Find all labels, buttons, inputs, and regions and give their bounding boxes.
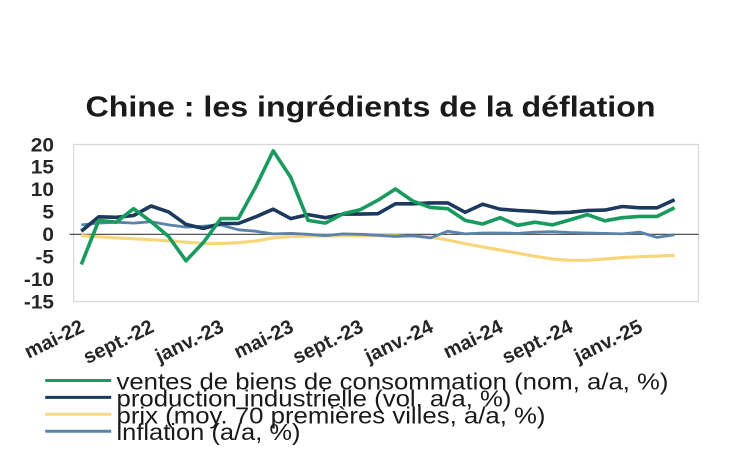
svg-text:-5: -5 xyxy=(36,247,55,268)
svg-text:ventes de biens de consommatio: ventes de biens de consommation (nom, a/… xyxy=(117,369,669,395)
svg-text:-15: -15 xyxy=(24,292,55,313)
svg-text:-10: -10 xyxy=(24,270,54,291)
svg-text:inflation (a/a, %): inflation (a/a, %) xyxy=(117,419,301,445)
svg-text:production industrielle (vol,: production industrielle (vol, a/a, %) xyxy=(117,385,512,411)
svg-text:5: 5 xyxy=(42,203,54,224)
svg-text:20: 20 xyxy=(31,135,54,156)
svg-text:Chine : les ingrédients de la: Chine : les ingrédients de la déflation xyxy=(86,92,656,124)
svg-text:prix (moy. 70 premières villes: prix (moy. 70 premières villes, a/a, %) xyxy=(117,402,546,428)
svg-text:0: 0 xyxy=(42,225,54,246)
svg-text:15: 15 xyxy=(31,158,55,179)
svg-text:10: 10 xyxy=(31,180,54,201)
